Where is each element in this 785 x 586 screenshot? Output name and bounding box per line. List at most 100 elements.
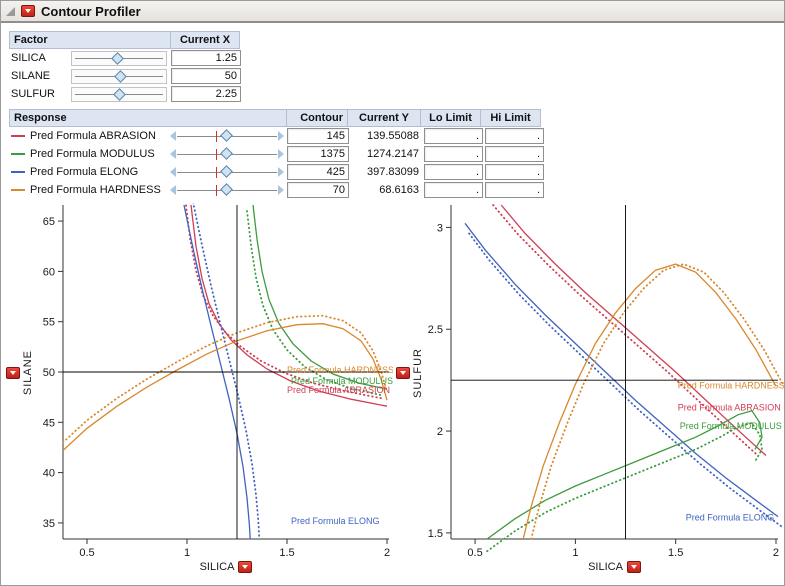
slider-left-arrow-icon[interactable] [170,184,176,195]
modulus-contour-slider[interactable] [170,146,284,162]
modulus-color-swatch [11,153,25,155]
svg-text:65: 65 [43,216,55,228]
factor-name: SILICA [11,52,46,64]
elong-contour-slider[interactable] [170,164,284,180]
silica-slider[interactable] [71,50,167,66]
sulfur-axis-menu-button[interactable] [396,367,410,379]
silica-axis-menu-button-right[interactable] [626,561,641,573]
abrasion-lo-limit-field[interactable]: . [424,128,483,144]
sulfur-slider[interactable] [71,86,167,102]
svg-text:Pred Formula ELONG: Pred Formula ELONG [291,516,380,526]
current-value-marker [215,166,217,178]
elong-color-swatch [11,171,25,173]
slider-thumb[interactable] [220,182,234,196]
svg-text:2.5: 2.5 [428,324,443,336]
response-row-elong: Pred Formula ELONG 425 397.83099 . . [9,163,545,181]
factor-row-sulfur: SULFUR 2.25 [9,85,241,103]
response-header-row: Response Contour Current Y Lo Limit Hi L… [9,109,545,127]
hardness-color-swatch [11,189,25,191]
current-x-header: Current X [170,31,240,49]
lo-limit-header: Lo Limit [420,109,481,127]
svg-text:Pred Formula ABRASION: Pred Formula ABRASION [678,403,781,413]
elong-contour-field[interactable]: 425 [287,164,349,180]
hardness-lo-limit-field[interactable]: . [424,182,483,198]
slider-right-arrow-icon[interactable] [278,184,284,195]
slider-thumb[interactable] [113,87,127,101]
silica-current-x-field[interactable]: 1.25 [171,50,241,66]
x-axis-label: SILICA [199,561,235,573]
y-axis-label: SULFUR [412,347,424,398]
factor-header: Factor [9,31,171,49]
factor-header-row: Factor Current X [9,31,241,49]
svg-text:1: 1 [572,547,578,557]
silica-axis-menu-button-left[interactable] [238,561,253,573]
slider-left-arrow-icon[interactable] [170,130,176,141]
contour-profiler-menu-button[interactable] [21,5,35,17]
svg-text:40: 40 [43,468,55,480]
slider-thumb[interactable] [220,128,234,142]
slider-thumb[interactable] [114,69,128,83]
contour-plot-silica-silane: SILANE 0.5 1 1.5 2 35 40 45 50 55 60 65 Pred Formul… [1,203,393,585]
response-name: Pred Formula ABRASION [9,127,167,145]
slider-thumb[interactable] [111,51,125,65]
page-title: Contour Profiler [41,3,141,19]
plot-canvas-left[interactable]: 0.5 1 1.5 2 35 40 45 50 55 60 65 Pred Formula HARDN… [1,203,393,557]
x-axis-label: SILICA [588,561,623,573]
factor-name: SILANE [11,70,51,82]
abrasion-contour-field[interactable]: 145 [287,128,349,144]
elong-hi-limit-field[interactable]: . [485,164,544,180]
slider-right-arrow-icon[interactable] [278,130,284,141]
sulfur-current-x-field[interactable]: 2.25 [171,86,241,102]
abrasion-color-swatch [11,135,25,137]
svg-text:Pred Formula HARDNESS: Pred Formula HARDNESS [287,365,393,375]
factor-table: Factor Current X SILICA 1.25 SILANE 50 S… [9,31,241,103]
svg-text:55: 55 [43,317,55,329]
x-axis-label-group: SILICA [63,561,389,573]
svg-text:1.5: 1.5 [279,547,294,557]
factor-row-silane: SILANE 50 [9,67,241,85]
svg-text:0.5: 0.5 [467,547,482,557]
silane-slider[interactable] [71,68,167,84]
hardness-contour-slider[interactable] [170,182,284,198]
modulus-contour-field[interactable]: 1375 [287,146,349,162]
hardness-current-y: 68.6163 [379,184,419,196]
svg-text:35: 35 [43,518,55,530]
slider-left-arrow-icon[interactable] [170,148,176,159]
slider-thumb[interactable] [220,146,234,160]
current-value-marker [215,148,217,160]
silane-axis-menu-button[interactable] [6,367,20,379]
elong-current-y: 397.83099 [367,166,419,178]
response-row-abrasion: Pred Formula ABRASION 145 139.55088 . . [9,127,545,145]
svg-text:1.5: 1.5 [668,547,683,557]
svg-text:Pred Formula HARDNESS: Pred Formula HARDNESS [678,380,785,390]
response-header: Response [9,109,287,127]
silane-current-x-field[interactable]: 50 [171,68,241,84]
hardness-hi-limit-field[interactable]: . [485,182,544,198]
response-row-hardness: Pred Formula HARDNESS 70 68.6163 . . [9,181,545,199]
hardness-contour-field[interactable]: 70 [287,182,349,198]
slider-right-arrow-icon[interactable] [278,148,284,159]
y-axis-label-group: SILANE [6,203,34,543]
slider-thumb[interactable] [220,164,234,178]
response-name: Pred Formula ELONG [9,163,167,181]
svg-text:1: 1 [184,547,190,557]
factor-name: SULFUR [11,88,56,100]
slider-left-arrow-icon[interactable] [170,166,176,177]
svg-text:Pred Formula MODULUS: Pred Formula MODULUS [680,421,782,431]
y-axis-label: SILANE [22,350,34,396]
disclosure-triangle-icon[interactable] [6,6,15,16]
elong-lo-limit-field[interactable]: . [424,164,483,180]
plot-canvas-right[interactable]: 0.5 1 1.5 2 1.5 2 2.5 3 Pred Formula HARDNESS Pre… [391,203,785,557]
contour-header: Contour [286,109,348,127]
modulus-hi-limit-field[interactable]: . [485,146,544,162]
modulus-lo-limit-field[interactable]: . [424,146,483,162]
factor-row-silica: SILICA 1.25 [9,49,241,67]
svg-text:Pred Formula MODULUS: Pred Formula MODULUS [291,376,393,386]
slider-right-arrow-icon[interactable] [278,166,284,177]
response-name: Pred Formula HARDNESS [9,181,167,199]
abrasion-hi-limit-field[interactable]: . [485,128,544,144]
abrasion-contour-slider[interactable] [170,128,284,144]
y-axis-label-group: SULFUR [396,203,424,543]
x-axis-label-group: SILICA [451,561,778,573]
